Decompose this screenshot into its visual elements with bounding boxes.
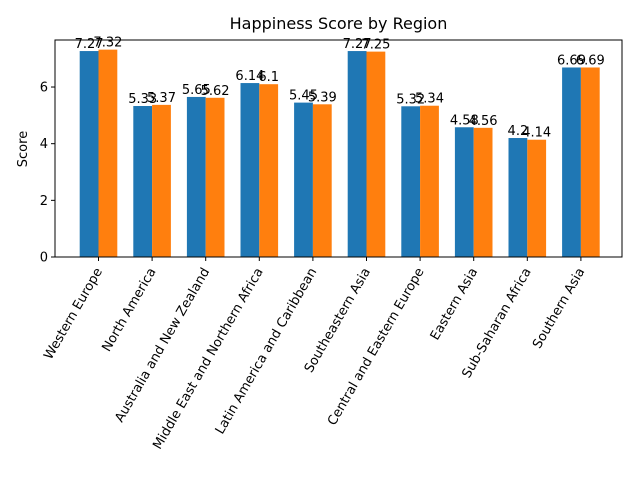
bar	[312, 104, 332, 257]
bar	[152, 104, 171, 257]
y-tick-label: 4	[40, 137, 48, 152]
bar	[527, 139, 547, 257]
bar	[562, 67, 581, 257]
bar	[259, 84, 279, 258]
data-label: 6.14	[235, 69, 264, 84]
x-tick-label: Eastern Asia	[428, 266, 481, 343]
data-label: 5.33	[128, 92, 157, 107]
data-label: 6.69	[557, 53, 586, 68]
y-axis-label: Score	[16, 131, 31, 167]
x-tick-label: Australia and New Zealand	[112, 266, 213, 426]
data-label: 4.56	[469, 114, 498, 129]
chart-title: Happiness Score by Region	[230, 14, 448, 33]
x-tick-label: Latin America and Caribbean	[213, 266, 321, 437]
bar	[186, 96, 206, 257]
bar	[294, 102, 313, 257]
data-labels-group: 7.27 5.33 5.65 6.14 5.45 7.27 5.32 4.58 4.2 6.69 7…	[75, 36, 605, 141]
bar	[240, 83, 260, 257]
bar	[347, 51, 367, 257]
data-label: 5.32	[396, 92, 425, 107]
x-tick-label: Central and Eastern Europe	[325, 265, 428, 428]
bar	[420, 105, 439, 257]
bar	[366, 51, 386, 257]
plot-frame	[54, 39, 623, 258]
data-label: 5.62	[201, 84, 230, 99]
data-label: 4.58	[450, 113, 479, 128]
bar	[401, 106, 421, 257]
x-tick-label: Middle East and Northern Africa	[150, 266, 266, 453]
data-label: 4.14	[522, 126, 551, 141]
y-tick-label: 0	[40, 251, 48, 266]
bars-group	[79, 49, 600, 258]
data-label: 6.1	[258, 70, 279, 85]
bar	[508, 138, 528, 257]
x-tick-label: Southern Asia	[530, 266, 588, 352]
data-label: 7.27	[343, 37, 372, 52]
data-label: 5.34	[415, 92, 444, 107]
data-label: 5.37	[147, 91, 176, 106]
bar	[205, 97, 225, 257]
data-label: 7.32	[93, 36, 122, 51]
y-tick-label: 6	[40, 81, 48, 96]
data-label: 6.69	[576, 53, 605, 68]
bar	[79, 51, 99, 257]
data-label: 5.39	[308, 90, 337, 105]
x-tick-label: North America	[100, 266, 160, 355]
bar	[133, 106, 153, 257]
bar	[98, 49, 118, 258]
y-tick-label: 2	[40, 194, 48, 209]
bar	[580, 67, 600, 257]
bar	[454, 127, 474, 257]
data-label: 7.25	[361, 38, 390, 53]
data-label: 4.2	[508, 124, 529, 139]
bar	[473, 127, 493, 257]
y-axis: 0 2 4 6	[40, 81, 55, 266]
x-tick-label: Western Europe	[41, 266, 106, 363]
data-label: 5.65	[182, 83, 211, 98]
data-label: 5.45	[289, 89, 318, 104]
data-label: 7.27	[75, 37, 104, 52]
